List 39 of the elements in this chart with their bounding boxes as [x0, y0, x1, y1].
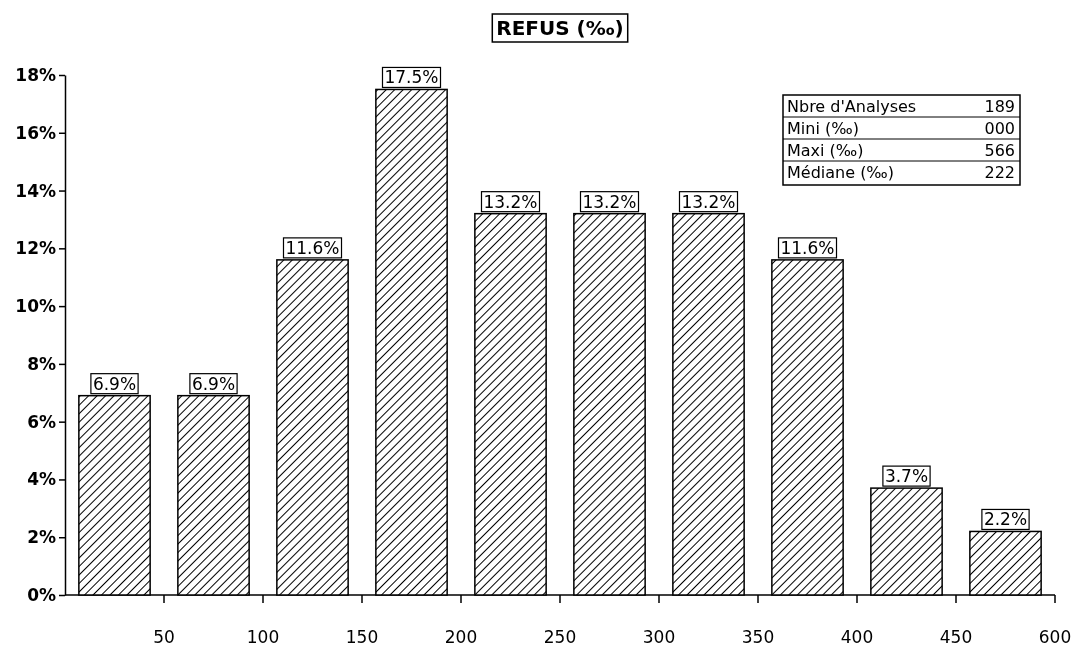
annotation: 000 [984, 119, 1015, 138]
y-tick-label: 10% [15, 296, 56, 317]
x-tick-label: 200 [444, 627, 478, 647]
y-tick-label: 4% [27, 469, 56, 490]
annotation: 189 [984, 97, 1015, 116]
y-tick-label: 16% [15, 122, 56, 143]
annotation: Nbre d'Analyses [787, 97, 917, 116]
annotation: Maxi (‰) [787, 141, 864, 160]
x-tick-label: 350 [741, 627, 775, 647]
data-label: 6.9% [191, 373, 236, 394]
x-tick-label: 250 [543, 627, 577, 647]
data-label: 11.6% [285, 237, 340, 258]
y-tick-label: 6% [27, 411, 56, 432]
x-tick-label: 600 [1038, 627, 1072, 647]
annotation: 566 [984, 141, 1015, 160]
y-tick-label: 18% [15, 64, 56, 85]
data-label: 6.9% [92, 373, 137, 394]
x-tick-label: 150 [345, 627, 379, 647]
y-tick-label: 2% [27, 527, 56, 548]
annotation: Mini (‰) [787, 119, 859, 138]
y-tick-label: 0% [27, 584, 56, 605]
data-label: 3.7% [884, 466, 929, 487]
x-tick-label: 400 [840, 627, 874, 647]
y-tick-label: 12% [15, 238, 56, 259]
data-label: 13.2% [582, 191, 637, 212]
y-tick-label: 14% [15, 180, 56, 201]
x-tick-label: 450 [939, 627, 973, 647]
chart-title: REFUS (‰) [496, 16, 624, 40]
x-tick-label: 300 [642, 627, 676, 647]
x-tick-label: 100 [246, 627, 280, 647]
annotation: Médiane (‰) [787, 163, 895, 182]
data-label: 11.6% [780, 237, 835, 258]
data-label: 13.2% [681, 191, 736, 212]
x-tick-label: 50 [153, 627, 175, 647]
y-tick-label: 8% [27, 353, 56, 374]
data-label: 17.5% [384, 67, 439, 88]
data-label: 2.2% [983, 509, 1028, 530]
data-label: 13.2% [483, 191, 538, 212]
annotation: 222 [984, 163, 1015, 182]
